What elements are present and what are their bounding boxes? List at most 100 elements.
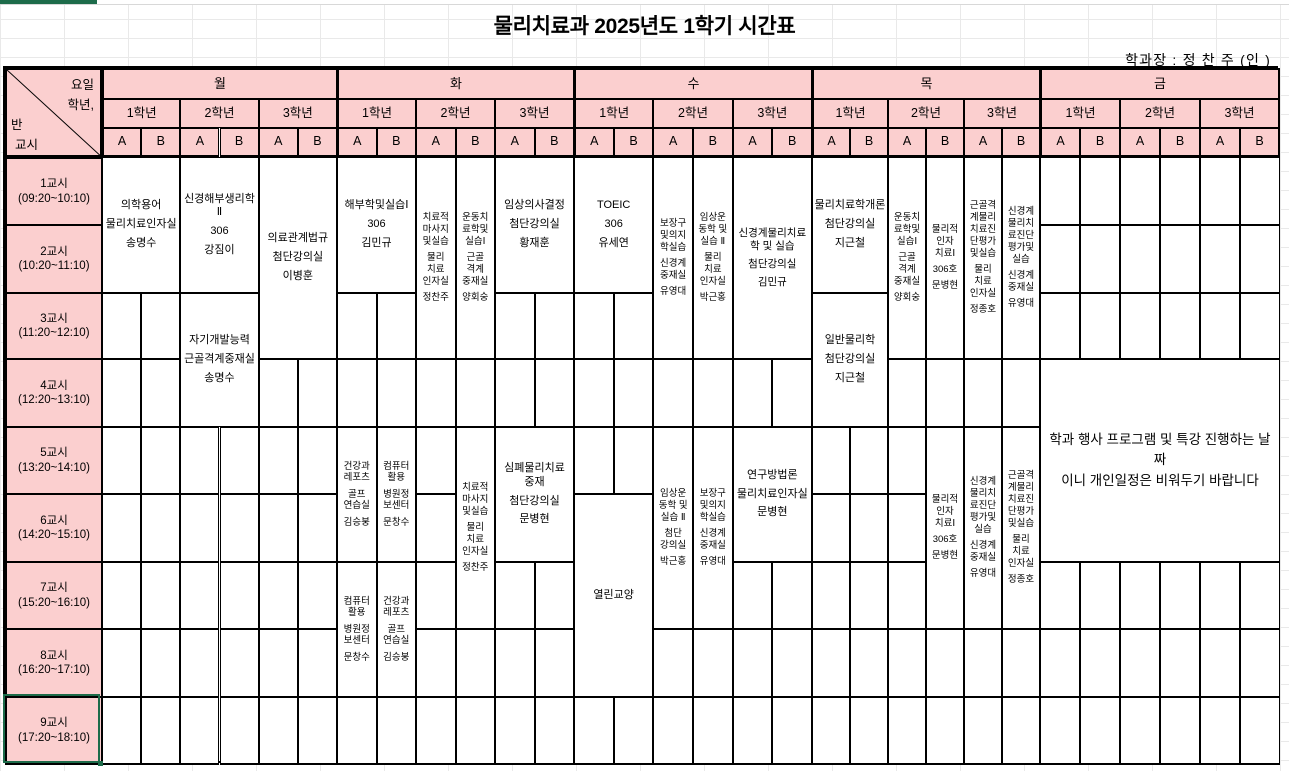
timetable-cell[interactable]: [258, 697, 298, 765]
timetable-cell[interactable]: [102, 293, 142, 359]
timetable-cell[interactable]: [219, 629, 259, 697]
timetable-cell[interactable]: [1240, 225, 1280, 293]
timetable-cell[interactable]: [180, 697, 220, 765]
class-block-tue_g2b_57[interactable]: 치료적 마사지 및실습 물리 치료 인자실 정찬주: [455, 427, 495, 629]
timetable-cell[interactable]: [850, 697, 888, 765]
timetable-cell[interactable]: [258, 427, 298, 494]
timetable-cell[interactable]: [258, 359, 298, 427]
timetable-cell[interactable]: [732, 629, 773, 697]
timetable-cell[interactable]: [258, 629, 298, 697]
class-block-thu_g3a_12[interactable]: 근골격 계물리 치료진 단평가 및실습 물리 치료 인자실 정종호: [964, 157, 1002, 359]
timetable-cell[interactable]: [1080, 629, 1120, 697]
timetable-cell[interactable]: [574, 697, 614, 765]
timetable-cell[interactable]: [141, 359, 181, 427]
timetable-cell[interactable]: [812, 697, 850, 765]
timetable-cell[interactable]: [850, 494, 888, 562]
class-block-thu_g2a_12[interactable]: 운동치 료학및 실습Ⅰ 근골 격계 중재실 양회숭: [888, 157, 926, 359]
timetable-cell[interactable]: [613, 359, 654, 427]
timetable-cell[interactable]: [888, 562, 926, 629]
timetable-cell[interactable]: [1160, 157, 1200, 225]
timetable-cell[interactable]: [1040, 629, 1080, 697]
class-block-thu_g3a_57[interactable]: 신경계 물리치 료진단 평가및 실습 신경계 중재실 유영대: [964, 427, 1002, 629]
class-block-tue_g1_12[interactable]: 해부학및실습Ⅰ 306 김민규: [337, 157, 416, 293]
timetable-cell[interactable]: [102, 427, 142, 494]
timetable-cell[interactable]: [455, 359, 495, 427]
timetable-cell[interactable]: [1200, 225, 1240, 293]
timetable-cell[interactable]: [495, 293, 535, 359]
timetable-cell[interactable]: [1160, 697, 1200, 765]
timetable-cell[interactable]: [141, 427, 181, 494]
class-block-thu_g1_34[interactable]: 일반물리학 첨단강의실 지근철: [812, 293, 888, 427]
class-block-wed_g1_12[interactable]: TOEIC 306 유세연: [574, 157, 654, 293]
timetable-cell[interactable]: [219, 494, 259, 562]
timetable-cell[interactable]: [1200, 157, 1240, 225]
timetable-cell[interactable]: [1160, 562, 1200, 629]
timetable-cell[interactable]: [1240, 629, 1280, 697]
timetable-cell[interactable]: [1120, 629, 1160, 697]
timetable-cell[interactable]: [495, 629, 535, 697]
class-block-wed_g2a_13[interactable]: 보장구 및의지 학실습 신경계 중재실 유영대: [653, 157, 693, 359]
class-block-thu_g1_12[interactable]: 물리치료학개론 첨단강의실 지근철: [812, 157, 888, 293]
timetable-cell[interactable]: [1080, 157, 1120, 225]
timetable-cell[interactable]: [732, 562, 773, 629]
timetable-cell[interactable]: [888, 697, 926, 765]
timetable-cell[interactable]: [926, 359, 964, 427]
timetable-cell[interactable]: [613, 293, 654, 359]
timetable-cell[interactable]: [141, 293, 181, 359]
timetable-cell[interactable]: [1200, 697, 1240, 765]
timetable-cell[interactable]: [964, 359, 1002, 427]
timetable-cell[interactable]: [613, 697, 654, 765]
timetable-cell[interactable]: [1120, 157, 1160, 225]
timetable-cell[interactable]: [180, 562, 220, 629]
timetable-cell[interactable]: [1040, 697, 1080, 765]
timetable-cell[interactable]: [1040, 562, 1080, 629]
timetable-cell[interactable]: [297, 697, 337, 765]
class-block-wed_g2b_57[interactable]: 보장구 및의지 학실습 신경계 중재실 유영대: [693, 427, 733, 629]
timetable-cell[interactable]: [258, 562, 298, 629]
class-block-fri_note[interactable]: 학과 행사 프로그램 및 특강 진행하는 날짜 이니 개인일정은 비워두기 바랍니…: [1040, 359, 1280, 562]
timetable-cell[interactable]: [1240, 157, 1280, 225]
timetable-cell[interactable]: [812, 427, 850, 494]
timetable-cell[interactable]: [653, 697, 693, 765]
timetable-cell[interactable]: [772, 359, 812, 427]
timetable-cell[interactable]: [1080, 293, 1120, 359]
timetable-cell[interactable]: [812, 494, 850, 562]
class-block-mon_g1_12[interactable]: 의학용어 물리치료인자실 송명수: [102, 157, 181, 293]
timetable-cell[interactable]: [495, 562, 535, 629]
timetable-cell[interactable]: [416, 427, 456, 494]
timetable-cell[interactable]: [888, 427, 926, 494]
class-block-mon_g2_12[interactable]: 신경해부생리학 Ⅱ 306 강짐이: [180, 157, 259, 293]
timetable-cell[interactable]: [693, 359, 733, 427]
class-block-tue_g3_12[interactable]: 임상의사결정 첨단강의실 황재훈: [495, 157, 574, 293]
timetable-cell[interactable]: [1120, 697, 1160, 765]
timetable-cell[interactable]: [888, 494, 926, 562]
timetable-cell[interactable]: [416, 562, 456, 629]
timetable-cell[interactable]: [574, 293, 614, 359]
class-block-tue_g2b_12[interactable]: 운동치 료학및 실습Ⅰ 근골 격계 중재실 양회숭: [455, 157, 495, 359]
timetable-cell[interactable]: [812, 629, 850, 697]
timetable-cell[interactable]: [888, 359, 926, 427]
timetable-cell[interactable]: [1120, 293, 1160, 359]
timetable-cell[interactable]: [376, 359, 416, 427]
timetable-cell[interactable]: [416, 629, 456, 697]
class-block-mon_g2_34[interactable]: 자기개발능력 근골격계중재실 송명수: [180, 293, 259, 427]
class-block-wed_g1_68[interactable]: 열린교양: [574, 494, 654, 697]
class-block-wed_g2b_13[interactable]: 임상운 동학 및 실습 Ⅱ 물리 치료 인자실 박근홍: [693, 157, 733, 359]
timetable-cell[interactable]: [772, 629, 812, 697]
timetable-cell[interactable]: [416, 359, 456, 427]
timetable-cell[interactable]: [812, 562, 850, 629]
class-block-tue_g1a_56[interactable]: 건강과 레포츠 골프 연습실 김승붕: [337, 427, 377, 562]
class-block-mon_g3_12[interactable]: 의료관계법규 첨단강의실 이병훈: [258, 157, 337, 359]
timetable-cell[interactable]: [1240, 562, 1280, 629]
timetable-cell[interactable]: [297, 494, 337, 562]
timetable-cell[interactable]: [297, 427, 337, 494]
timetable-cell[interactable]: [1002, 629, 1040, 697]
timetable-cell[interactable]: [653, 359, 693, 427]
timetable-cell[interactable]: [574, 427, 614, 494]
timetable-cell[interactable]: [1200, 562, 1240, 629]
timetable-cell[interactable]: [376, 697, 416, 765]
timetable-cell[interactable]: [337, 293, 377, 359]
timetable-cell[interactable]: [1002, 359, 1040, 427]
timetable-cell[interactable]: [1200, 293, 1240, 359]
timetable-cell[interactable]: [141, 697, 181, 765]
